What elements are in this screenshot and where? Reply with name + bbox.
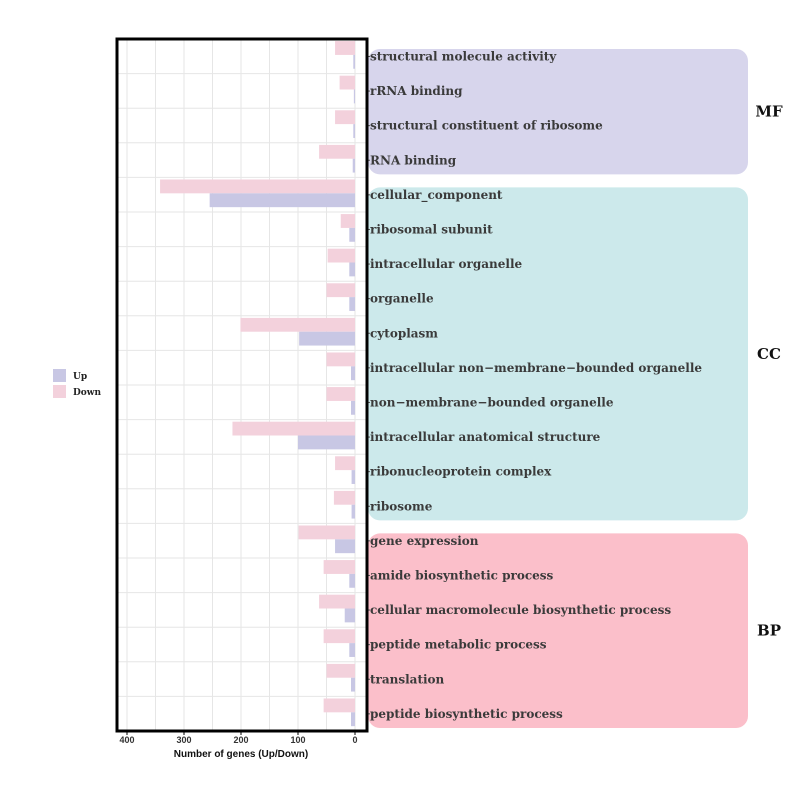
- group-label-cc: CC: [757, 345, 781, 363]
- bar-up: [349, 297, 355, 311]
- bar-up: [351, 366, 355, 381]
- category-label: ribonucleoprotein complex: [370, 465, 552, 479]
- category-label: intracellular organelle: [370, 257, 523, 271]
- bar-down: [298, 525, 355, 540]
- category-label: structural constituent of ribosome: [370, 119, 603, 133]
- category-label: intracellular anatomical structure: [370, 430, 601, 444]
- bar-up: [344, 608, 355, 623]
- category-label: translation: [370, 672, 445, 686]
- bar-down: [319, 144, 355, 159]
- legend-swatch-down: [53, 385, 66, 398]
- bar-down: [327, 248, 355, 263]
- category-label: gene expression: [370, 534, 479, 548]
- category-label: cytoplasm: [370, 326, 438, 340]
- bar-down: [160, 179, 355, 194]
- category-label: peptide biosynthetic process: [370, 707, 563, 721]
- bar-up: [351, 400, 355, 415]
- bar-up: [209, 193, 355, 208]
- category-label: peptide metabolic process: [370, 638, 547, 652]
- bar-down: [323, 560, 355, 574]
- category-label: cellular_component: [370, 188, 503, 203]
- bar-down: [326, 387, 355, 401]
- x-tick-label: 0: [352, 735, 357, 745]
- bar-up: [299, 331, 355, 346]
- group-panel-bp: [368, 533, 748, 728]
- x-axis-title: Number of genes (Up/Down): [174, 749, 308, 760]
- bar-up: [349, 262, 355, 277]
- category-label: amide biosynthetic process: [370, 568, 554, 582]
- bar-down: [326, 283, 355, 298]
- category-label: intracellular non−membrane−bounded organ…: [370, 361, 702, 375]
- bar-up: [349, 227, 355, 242]
- plot-frame: [115, 37, 369, 733]
- legend-label-down: Down: [73, 388, 102, 398]
- legend-swatch-up: [53, 369, 66, 382]
- category-label: rRNA binding: [370, 84, 463, 98]
- bar-down: [335, 456, 355, 471]
- bar-up: [349, 573, 355, 588]
- x-tick-label: 400: [119, 735, 134, 745]
- bar-down: [323, 698, 355, 713]
- group-panels: MF CC BP structural molecule activity rRNA b…: [367, 49, 783, 728]
- bar-up: [349, 643, 355, 657]
- x-tick-label: 300: [176, 735, 191, 745]
- x-tick-label: 100: [290, 735, 305, 745]
- category-label: non−membrane−bounded organelle: [370, 395, 614, 409]
- bar-up: [353, 54, 355, 69]
- group-panel-mf: [368, 49, 748, 175]
- legend-label-up: Up: [73, 372, 87, 382]
- bar-down: [240, 317, 355, 332]
- category-label: cellular macromolecule biosynthetic proc…: [370, 603, 671, 617]
- plot-area: 400 300 200 100 0 Number of genes (Up/Down): [115, 37, 369, 760]
- bar-up: [353, 89, 355, 104]
- category-label: ribosome: [370, 499, 433, 513]
- bar-up: [351, 712, 355, 727]
- bar-down: [326, 352, 355, 367]
- bar-down: [333, 490, 355, 505]
- category-label: ribosomal subunit: [370, 222, 493, 236]
- category-label: RNA binding: [370, 153, 457, 167]
- bar-up: [335, 539, 355, 554]
- category-label: organelle: [370, 292, 434, 306]
- bar-up: [353, 124, 355, 138]
- bar-up: [298, 435, 355, 450]
- group-label-mf: MF: [755, 103, 783, 121]
- bar-up: [351, 504, 355, 519]
- category-label: structural molecule activity: [370, 49, 557, 63]
- bar-down: [323, 629, 355, 644]
- group-panel-cc: [368, 187, 748, 521]
- bar-down: [335, 41, 355, 55]
- bar-down: [232, 421, 355, 436]
- legend: Up Down: [53, 369, 102, 398]
- group-label-bp: BP: [757, 622, 781, 640]
- bar-down: [326, 663, 355, 678]
- bar-up: [351, 470, 355, 484]
- bar-up: [351, 677, 355, 692]
- bar-down: [340, 214, 355, 228]
- bar-down: [335, 110, 355, 125]
- x-tick-label: 200: [233, 735, 248, 745]
- bar-down: [319, 594, 355, 609]
- bar-down: [339, 75, 355, 90]
- bar-up: [352, 158, 355, 173]
